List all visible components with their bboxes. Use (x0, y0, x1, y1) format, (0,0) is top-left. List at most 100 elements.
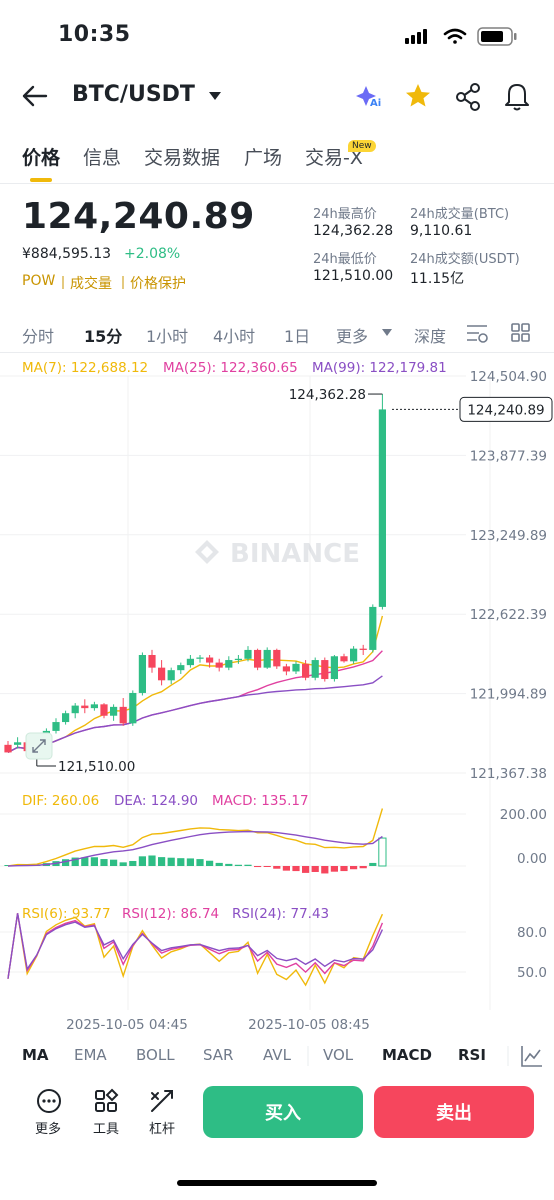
watermark-text: BINANCE (230, 539, 360, 569)
rsi-axis-label: 50.0 (517, 965, 547, 981)
macd-bar (90, 857, 98, 866)
price-axis-label: 122,622.39 (470, 607, 547, 623)
macd-bar (340, 866, 348, 872)
dropdown-caret-icon (209, 92, 221, 100)
candle-body (186, 658, 194, 666)
interval-more[interactable]: 更多 (336, 327, 369, 346)
macd-bar (282, 866, 290, 871)
candle-body (321, 660, 329, 680)
signal-icon (405, 29, 427, 44)
candle-body (177, 665, 185, 671)
wifi-icon (443, 28, 467, 44)
macd-bar (62, 859, 70, 866)
ind-tab-rsi[interactable]: RSI (458, 1046, 486, 1064)
ai-sparkle-icon: Ai (356, 86, 381, 109)
tab-square[interactable]: 广场 (244, 147, 283, 169)
macd-bar (311, 866, 319, 872)
candle-body (292, 663, 300, 672)
interval-1h[interactable]: 1小时 (146, 327, 189, 346)
macd-bar (350, 866, 358, 870)
candle-body (62, 713, 70, 723)
macd-bar (234, 864, 242, 866)
candle-body (359, 648, 367, 650)
ind-tab-boll[interactable]: BOLL (136, 1046, 175, 1064)
layout-grid-icon (511, 323, 530, 342)
ind-tab-ma[interactable]: MA (22, 1046, 49, 1064)
leverage-label: 杠杆 (149, 1122, 176, 1137)
candle-body (90, 704, 98, 709)
macd-bar (100, 859, 108, 866)
sell-button[interactable]: 卖出 (374, 1086, 534, 1138)
more-caret-icon (382, 329, 392, 336)
candle-body (369, 606, 377, 650)
low-label: 24h最低价 (313, 252, 377, 267)
macd-panel (0, 808, 466, 874)
share-icon (456, 83, 480, 111)
candle-body (302, 663, 310, 678)
macd-bar (273, 866, 281, 869)
macd-axis-label: 200.00 (500, 807, 547, 823)
status-icons (405, 27, 517, 46)
last-price-tag (459, 396, 553, 422)
macd-legend: MACD: 135.17 (212, 793, 309, 809)
tag-volume[interactable]: 成交量 (70, 276, 112, 292)
macd-bar (196, 859, 204, 866)
macd-bar (321, 866, 329, 874)
time-axis-label: 2025-10-05 04:45 (66, 1017, 188, 1033)
time-axis-label: 2025-10-05 08:45 (248, 1017, 370, 1033)
macd-bar (378, 837, 387, 867)
candle-body (196, 657, 204, 659)
tab-trade-x[interactable]: 交易-X (305, 147, 363, 169)
interval-1d[interactable]: 1日 (284, 327, 311, 346)
price-axis-label: 124,504.90 (470, 369, 547, 385)
candle-body (254, 649, 262, 668)
interval-depth[interactable]: 深度 (414, 327, 447, 346)
macd-bar (119, 862, 127, 866)
dif-legend: DIF: 260.06 (22, 793, 100, 809)
ind-tab-macd[interactable]: MACD (382, 1046, 432, 1064)
kline-chart[interactable]: BINANCE 124,504.90123,877.39123,249.8912… (0, 0, 554, 1040)
ind-tab-vol[interactable]: VOL (323, 1046, 354, 1064)
active-tab-indicator (30, 178, 52, 182)
macd-bar (81, 857, 89, 866)
interval-15m[interactable]: 15分 (84, 327, 123, 346)
vol-btc-value: 9,110.61 (410, 223, 473, 239)
pair-title[interactable]: BTC/USDT (72, 82, 195, 107)
candle-body (330, 656, 338, 680)
bell-icon (505, 84, 529, 111)
macd-bar (129, 860, 137, 866)
leverage-icon (151, 1090, 173, 1112)
candle-body (244, 649, 252, 659)
dea-legend: DEA: 124.90 (114, 793, 198, 809)
macd-bar (359, 866, 367, 869)
interval-icons (382, 323, 530, 343)
header-icons: Ai (22, 83, 529, 111)
tag-pow[interactable]: POW (22, 273, 56, 289)
candle-body (215, 662, 223, 668)
ind-tab-avl[interactable]: AVL (263, 1046, 291, 1064)
candle-body (167, 670, 175, 681)
more-label: 更多 (35, 1122, 62, 1137)
ind-tab-sar[interactable]: SAR (203, 1046, 234, 1064)
ind-tab-ema[interactable]: EMA (74, 1046, 107, 1064)
candle-body (81, 705, 89, 709)
tab-info[interactable]: 信息 (83, 147, 122, 169)
chart-settings-icon (521, 1046, 542, 1067)
indicator-settings-icon (467, 325, 488, 343)
buy-button[interactable]: 买入 (203, 1086, 363, 1138)
svg-text:Ai: Ai (370, 98, 381, 109)
rsi24-line (7, 913, 384, 979)
low-marker-text: 121,510.00 (58, 759, 135, 775)
macd-bar (71, 857, 79, 866)
tag-price-protection[interactable]: 价格保护 (130, 276, 186, 292)
macd-bar (263, 866, 271, 867)
macd-bar (225, 863, 233, 866)
high-value: 124,362.28 (313, 223, 394, 239)
interval-4h[interactable]: 4小时 (213, 327, 256, 346)
tab-price[interactable]: 价格 (22, 147, 61, 169)
candle-body (100, 704, 108, 716)
interval-line[interactable]: 分时 (22, 327, 55, 346)
battery-icon (477, 27, 517, 46)
candle-body (52, 722, 60, 731)
tab-trading-data[interactable]: 交易数据 (144, 147, 221, 169)
